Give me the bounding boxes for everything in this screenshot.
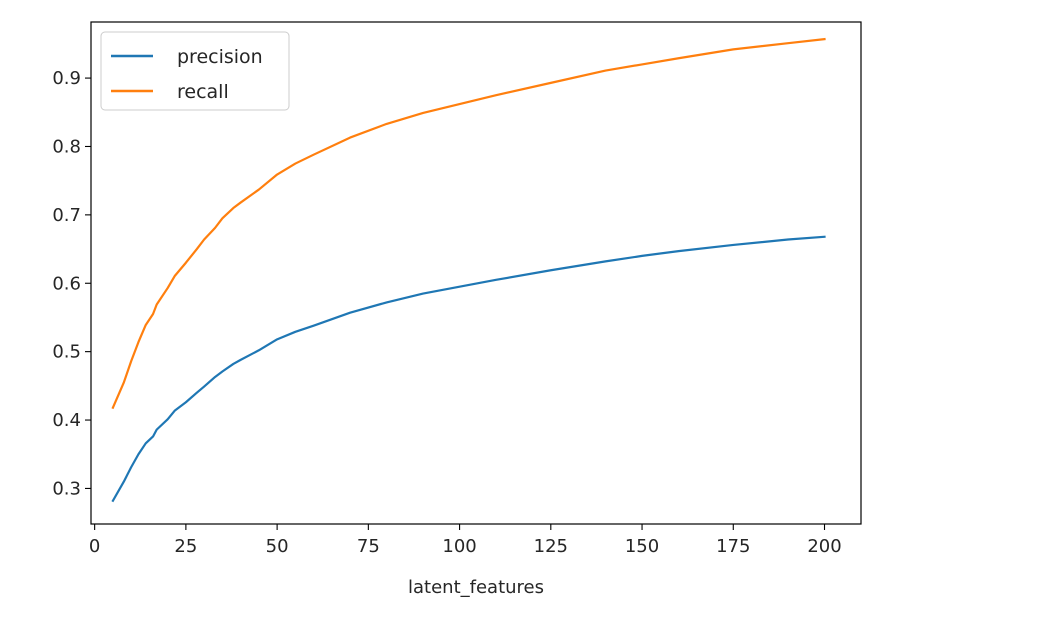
plot-frame — [90, 21, 862, 525]
x-axis-label: latent_features — [408, 577, 544, 598]
x-tick-label: 100 — [442, 536, 476, 557]
legend-label-recall: recall — [177, 81, 229, 103]
y-tick-label: 0.4 — [52, 410, 81, 431]
y-tick-label: 0.8 — [52, 136, 81, 157]
y-tick-label: 0.7 — [52, 205, 81, 226]
y-tick-label: 0.3 — [52, 478, 81, 499]
legend-label-precision: precision — [177, 46, 263, 68]
x-tick-label: 150 — [625, 536, 659, 557]
series-line-precision — [111, 235, 826, 503]
x-tick-label: 25 — [174, 536, 197, 557]
y-tick-label: 0.9 — [52, 68, 81, 89]
y-tick-label: 0.5 — [52, 342, 81, 363]
x-tick-label: 125 — [534, 536, 568, 557]
x-tick-label: 75 — [357, 536, 380, 557]
series-line-recall — [111, 37, 826, 410]
x-tick-label: 175 — [716, 536, 750, 557]
y-tick-label: 0.6 — [52, 273, 81, 294]
x-tick-label: 50 — [266, 536, 289, 557]
x-tick-label: 0 — [89, 536, 100, 557]
x-tick-label: 200 — [807, 536, 841, 557]
